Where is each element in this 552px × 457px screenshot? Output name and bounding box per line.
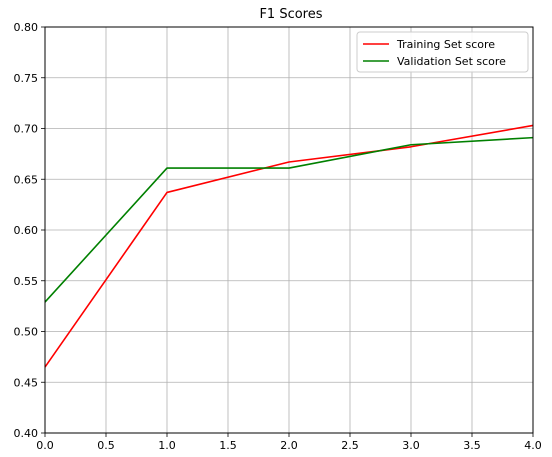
y-tick-label: 0.50	[14, 326, 39, 339]
x-tick-label: 2.0	[280, 439, 298, 452]
legend-label: Training Set score	[396, 38, 495, 51]
x-tick-label: 2.5	[341, 439, 359, 452]
x-tick-label: 1.5	[219, 439, 237, 452]
y-tick-label: 0.65	[14, 173, 39, 186]
y-tick-label: 0.70	[14, 123, 39, 136]
series-lines	[44, 124, 534, 368]
y-tick-label: 0.45	[14, 376, 39, 389]
y-tick-label: 0.40	[14, 427, 39, 440]
y-tick-label: 0.80	[14, 21, 39, 34]
chart-title: F1 Scores	[259, 7, 322, 22]
x-tick-label: 0.5	[97, 439, 115, 452]
series-line-training	[44, 124, 534, 368]
legend-box	[356, 31, 529, 73]
legend-label: Validation Set score	[397, 55, 506, 68]
y-tick-label: 0.60	[14, 224, 39, 237]
grid-lines	[44, 26, 534, 434]
x-tick-label: 3.0	[402, 439, 420, 452]
x-tick-label: 0.0	[36, 439, 54, 452]
x-tick-label: 1.0	[158, 439, 176, 452]
x-tick-label: 3.5	[463, 439, 481, 452]
series-line-validation	[44, 136, 534, 303]
y-tick-label: 0.75	[14, 72, 39, 85]
x-tick-label: 4.0	[524, 439, 542, 452]
y-tick-label: 0.55	[14, 275, 39, 288]
legend: Training Set score Validation Set score	[356, 31, 529, 73]
axis-ticks: 0.0 0.5 1.0 1.5 2.0 2.5 3.0 3.5 4.0 0.40 0.45 0.50 0…	[14, 21, 542, 452]
